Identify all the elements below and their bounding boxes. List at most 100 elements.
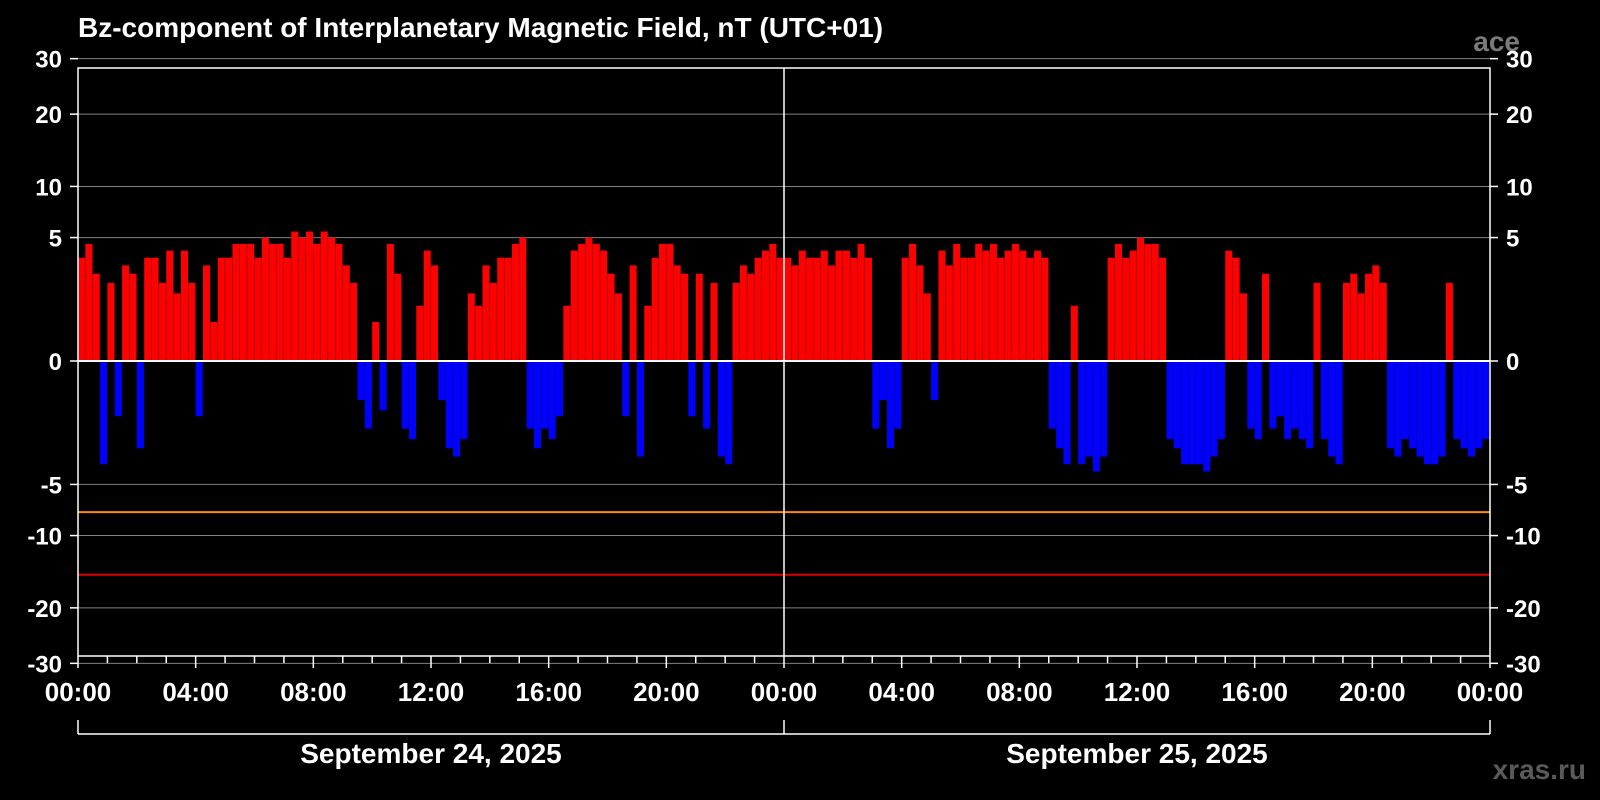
data-bar [776, 257, 784, 361]
y-axis: 30 30 20 20 10 10 5 5 0 0 -5 -5 -10 -10 -20 -20 -30 -30 [27, 47, 1540, 679]
data-bar [203, 265, 211, 361]
y-tick-label: 10 [35, 174, 62, 201]
data-bar [1129, 250, 1137, 361]
data-bar [1445, 282, 1453, 361]
data-bar [681, 273, 689, 361]
bz-bars [78, 231, 1490, 472]
data-bar [886, 361, 895, 449]
day-label: September 25, 2025 [1006, 738, 1268, 769]
data-bar [1210, 361, 1218, 457]
data-bar [923, 293, 931, 361]
y-tick-label: 30 [35, 47, 62, 74]
data-bar [394, 273, 402, 361]
data-bar [1173, 361, 1181, 449]
data-bar [556, 361, 564, 417]
data-bar [497, 257, 505, 361]
x-tick-label: 04:00 [868, 677, 935, 707]
data-bar [945, 265, 953, 361]
data-bar [1269, 361, 1277, 429]
y-tick-label: 5 [49, 226, 62, 253]
data-bar [916, 265, 924, 361]
data-bar [533, 361, 542, 449]
data-bar [585, 237, 593, 361]
data-bar [1092, 361, 1100, 472]
y-tick-label: -20 [27, 596, 62, 623]
data-bar [1011, 243, 1020, 361]
x-tick-label: 12:00 [398, 677, 465, 707]
data-bar [1372, 265, 1380, 361]
data-bar [1379, 282, 1387, 361]
data-bar [144, 257, 152, 361]
data-bar [482, 265, 490, 361]
data-bar [298, 237, 306, 361]
data-bar [151, 257, 159, 361]
data-bar [1181, 361, 1189, 465]
data-bar [1276, 361, 1284, 417]
data-bar [658, 243, 667, 361]
data-bar [438, 361, 446, 401]
data-bar [1467, 361, 1475, 457]
data-bar [78, 257, 86, 361]
data-bar [408, 361, 416, 440]
data-bar [1247, 361, 1255, 429]
data-bar [938, 250, 946, 361]
data-bar [784, 257, 792, 361]
data-bar [607, 273, 615, 361]
day-label: September 24, 2025 [300, 738, 562, 769]
data-bar [872, 361, 880, 429]
y-tick-label: 10 [1506, 174, 1533, 201]
data-bar [158, 282, 166, 361]
data-bar [666, 243, 674, 361]
data-bar [975, 243, 983, 361]
data-bar [423, 250, 431, 361]
x-tick-label: 20:00 [633, 677, 700, 707]
y-tick-label: -20 [1506, 596, 1541, 623]
data-bar [1298, 361, 1306, 440]
data-bar [1225, 250, 1233, 361]
data-bar [372, 321, 380, 361]
data-bar [813, 257, 821, 361]
data-bar [188, 282, 196, 361]
data-bar [1048, 361, 1056, 429]
data-bar [122, 265, 130, 361]
data-bar [136, 361, 144, 449]
data-bar [600, 250, 608, 361]
y-tick-label: -30 [27, 651, 62, 678]
data-bar [504, 257, 512, 361]
data-bar [1328, 361, 1336, 457]
data-bar [967, 257, 975, 361]
data-bar [1335, 361, 1343, 465]
data-bar [1364, 273, 1373, 361]
data-bar [1453, 361, 1461, 440]
data-bar [703, 361, 711, 429]
data-bar [217, 257, 225, 361]
data-bar [475, 305, 483, 361]
data-bar [232, 243, 240, 361]
data-bar [828, 265, 836, 361]
data-bar [1166, 361, 1174, 440]
data-bar [541, 361, 549, 429]
data-bar [1122, 257, 1130, 361]
data-bar [254, 257, 262, 361]
data-bar [1217, 361, 1225, 440]
x-tick-label: 00:00 [751, 677, 818, 707]
data-bar [129, 273, 137, 361]
data-bar [578, 243, 586, 361]
data-bar [644, 305, 652, 361]
data-bar [717, 361, 725, 457]
data-bar [114, 361, 122, 417]
data-bar [313, 243, 321, 361]
data-bar [1041, 257, 1049, 361]
data-bar [1151, 243, 1159, 361]
data-bar [85, 243, 93, 361]
data-bar [1239, 293, 1248, 361]
data-bar [732, 282, 740, 361]
data-bar [989, 243, 997, 361]
data-bar [1291, 361, 1299, 429]
data-bar [769, 243, 777, 361]
data-bar [636, 361, 644, 457]
data-bar [864, 257, 872, 361]
data-bar [1232, 257, 1240, 361]
data-bar [710, 282, 718, 361]
